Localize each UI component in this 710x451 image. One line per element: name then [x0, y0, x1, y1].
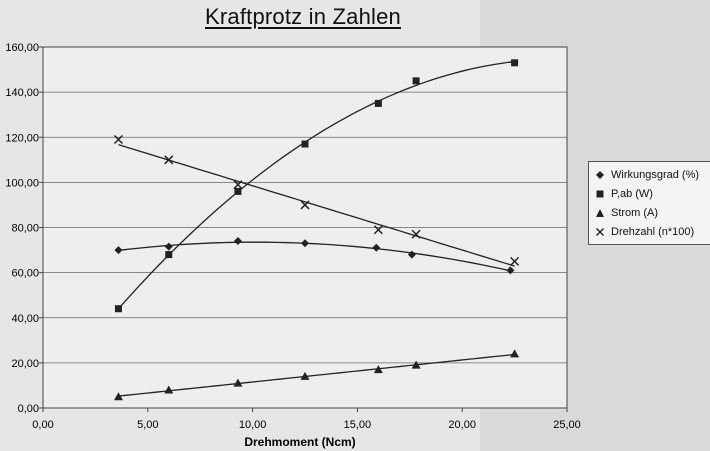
diamond-icon	[595, 170, 605, 180]
y-tick-label: 60,00	[11, 268, 39, 280]
legend-item-drehzahl: Drehzahl (n*100)	[595, 226, 694, 238]
y-tick-label: 80,00	[11, 223, 39, 235]
data-point-x	[373, 225, 383, 235]
data-point-square	[511, 59, 519, 67]
data-point-x	[164, 155, 174, 165]
data-point-diamond	[301, 239, 309, 248]
data-point-diamond	[372, 243, 381, 252]
data-point-triangle	[411, 360, 421, 369]
x-tick-label: 20,00	[448, 419, 476, 431]
x-tick-label: 10,00	[239, 419, 267, 431]
x-tick-label: 0,00	[32, 419, 53, 431]
data-point-x	[510, 256, 520, 266]
y-tick-label: 0,00	[18, 403, 39, 415]
data-point-square	[165, 251, 173, 259]
data-point-square	[234, 187, 242, 195]
legend-label: Strom (A)	[611, 207, 659, 219]
data-point-triangle	[164, 385, 174, 394]
x-tick-label: 15,00	[344, 419, 372, 431]
legend-item-p-ab: P,ab (W)	[595, 188, 653, 200]
data-point-triangle	[510, 349, 520, 358]
y-tick-label: 160,00	[5, 42, 39, 54]
wirkungsgrad-line	[118, 241, 511, 272]
x-axis-label: Drehmoment (Ncm)	[244, 435, 355, 449]
data-point-triangle	[300, 371, 310, 380]
data-point-x	[233, 180, 243, 190]
triangle-icon	[595, 208, 605, 218]
data-point-triangle	[113, 392, 123, 401]
data-point-triangle	[233, 378, 243, 387]
y-tick-label: 40,00	[11, 313, 39, 325]
data-point-diamond	[506, 266, 515, 275]
legend-item-strom: Strom (A)	[595, 207, 658, 219]
data-point-diamond	[407, 250, 416, 259]
data-point-x	[300, 200, 310, 210]
strom-line	[118, 353, 515, 397]
data-point-x	[411, 229, 421, 239]
data-point-x	[113, 134, 123, 145]
chart-title: Kraftprotz in Zahlen	[205, 4, 401, 29]
data-point-triangle	[373, 365, 383, 374]
square-icon	[595, 189, 605, 199]
y-tick-label: 140,00	[5, 87, 39, 99]
legend-label: P,ab (W)	[611, 188, 653, 200]
x-tick-label: 5,00	[137, 419, 158, 431]
data-point-diamond	[114, 246, 123, 255]
drehzahl-line	[118, 144, 515, 267]
x-mark-icon	[595, 227, 605, 237]
legend-item-wirkungsgrad: Wirkungsgrad (%)	[595, 169, 699, 181]
x-tick-label: 25,00	[553, 419, 581, 431]
data-point-diamond	[164, 242, 173, 251]
data-point-square	[301, 140, 309, 148]
legend-label: Drehzahl (n*100)	[611, 226, 695, 238]
legend-label: Wirkungsgrad (%)	[611, 169, 700, 181]
p-ab-line	[117, 60, 515, 310]
y-tick-label: 120,00	[5, 132, 39, 144]
y-tick-label: 100,00	[5, 177, 39, 189]
chart-legend: Wirkungsgrad (%) P,ab (W) Strom (A) Dreh…	[588, 161, 710, 245]
data-point-square	[412, 77, 420, 85]
data-point-square	[374, 99, 382, 107]
data-point-square	[114, 305, 122, 313]
y-tick-label: 20,00	[11, 358, 39, 370]
data-point-diamond	[233, 237, 242, 246]
